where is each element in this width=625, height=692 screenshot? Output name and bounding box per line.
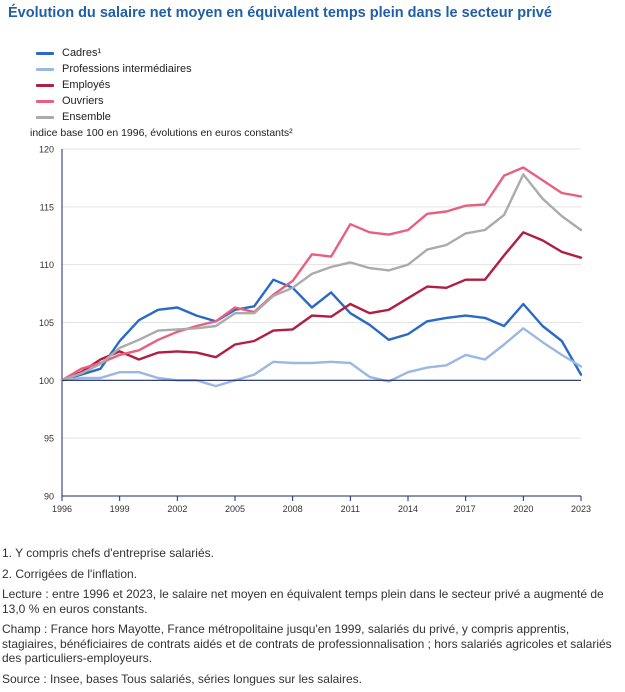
chart-legend: Cadres¹ Professions intermédiaires Emplo… [36, 45, 192, 125]
legend-swatch [36, 99, 54, 103]
legend-label: Professions intermédiaires [62, 63, 192, 75]
legend-swatch [36, 83, 54, 87]
legend-item: Ensemble [36, 109, 192, 125]
chart-notes: 1. Y compris chefs d'entreprise salariés… [2, 546, 620, 692]
series-line [60, 166, 583, 382]
legend-item: Professions intermédiaires [36, 61, 192, 77]
x-tick-label: 1999 [110, 504, 130, 514]
y-axis-unit-label: indice base 100 en 1996, évolutions en e… [30, 127, 293, 139]
x-tick-label: 2002 [167, 504, 187, 514]
y-tick-label: 120 [39, 145, 54, 155]
x-tick-label: 2011 [341, 504, 360, 514]
champ-note: Champ : France hors Mayotte, France métr… [2, 622, 612, 665]
legend-label: Ensemble [62, 111, 111, 123]
footnote-1: 1. Y compris chefs d'entreprise salariés… [2, 546, 214, 560]
legend-label: Ouvriers [62, 95, 104, 107]
footnote-2: 2. Corrigées de l'inflation. [2, 566, 138, 581]
legend-label: Cadres¹ [62, 47, 102, 59]
source-note: Source : Insee, bases Tous salariés, sér… [2, 671, 362, 686]
series-line [60, 327, 583, 388]
legend-item: Cadres¹ [36, 45, 192, 61]
lecture-note: Lecture : entre 1996 et 2023, le salaire… [2, 587, 604, 616]
x-tick-label: 2023 [571, 504, 591, 514]
series-line [60, 173, 583, 382]
legend-label: Employés [62, 79, 111, 91]
legend-swatch [36, 115, 54, 119]
x-tick-label: 2005 [225, 504, 245, 514]
chart-title: Évolution du salaire net moyen en équiva… [8, 5, 552, 21]
x-tick-label: 2017 [456, 504, 476, 514]
series-line [60, 278, 583, 382]
legend-swatch [36, 67, 54, 71]
y-tick-label: 100 [39, 376, 54, 386]
y-tick-label: 105 [39, 318, 54, 328]
legend-swatch [36, 51, 54, 55]
x-tick-label: 1996 [52, 504, 72, 514]
x-tick-label: 2008 [283, 504, 303, 514]
series-line [60, 231, 583, 382]
legend-item: Employés [36, 77, 192, 93]
y-tick-label: 90 [44, 492, 54, 502]
y-tick-label: 95 [44, 434, 54, 444]
x-tick-label: 2020 [513, 504, 533, 514]
y-tick-label: 115 [40, 202, 54, 212]
y-tick-label: 110 [40, 260, 54, 270]
line-chart: 90 95 100 105 110 115 120 1996 1999 2002 2005 2008 2… [39, 145, 591, 515]
legend-item: Ouvriers [36, 93, 192, 109]
x-tick-label: 2014 [398, 504, 418, 514]
